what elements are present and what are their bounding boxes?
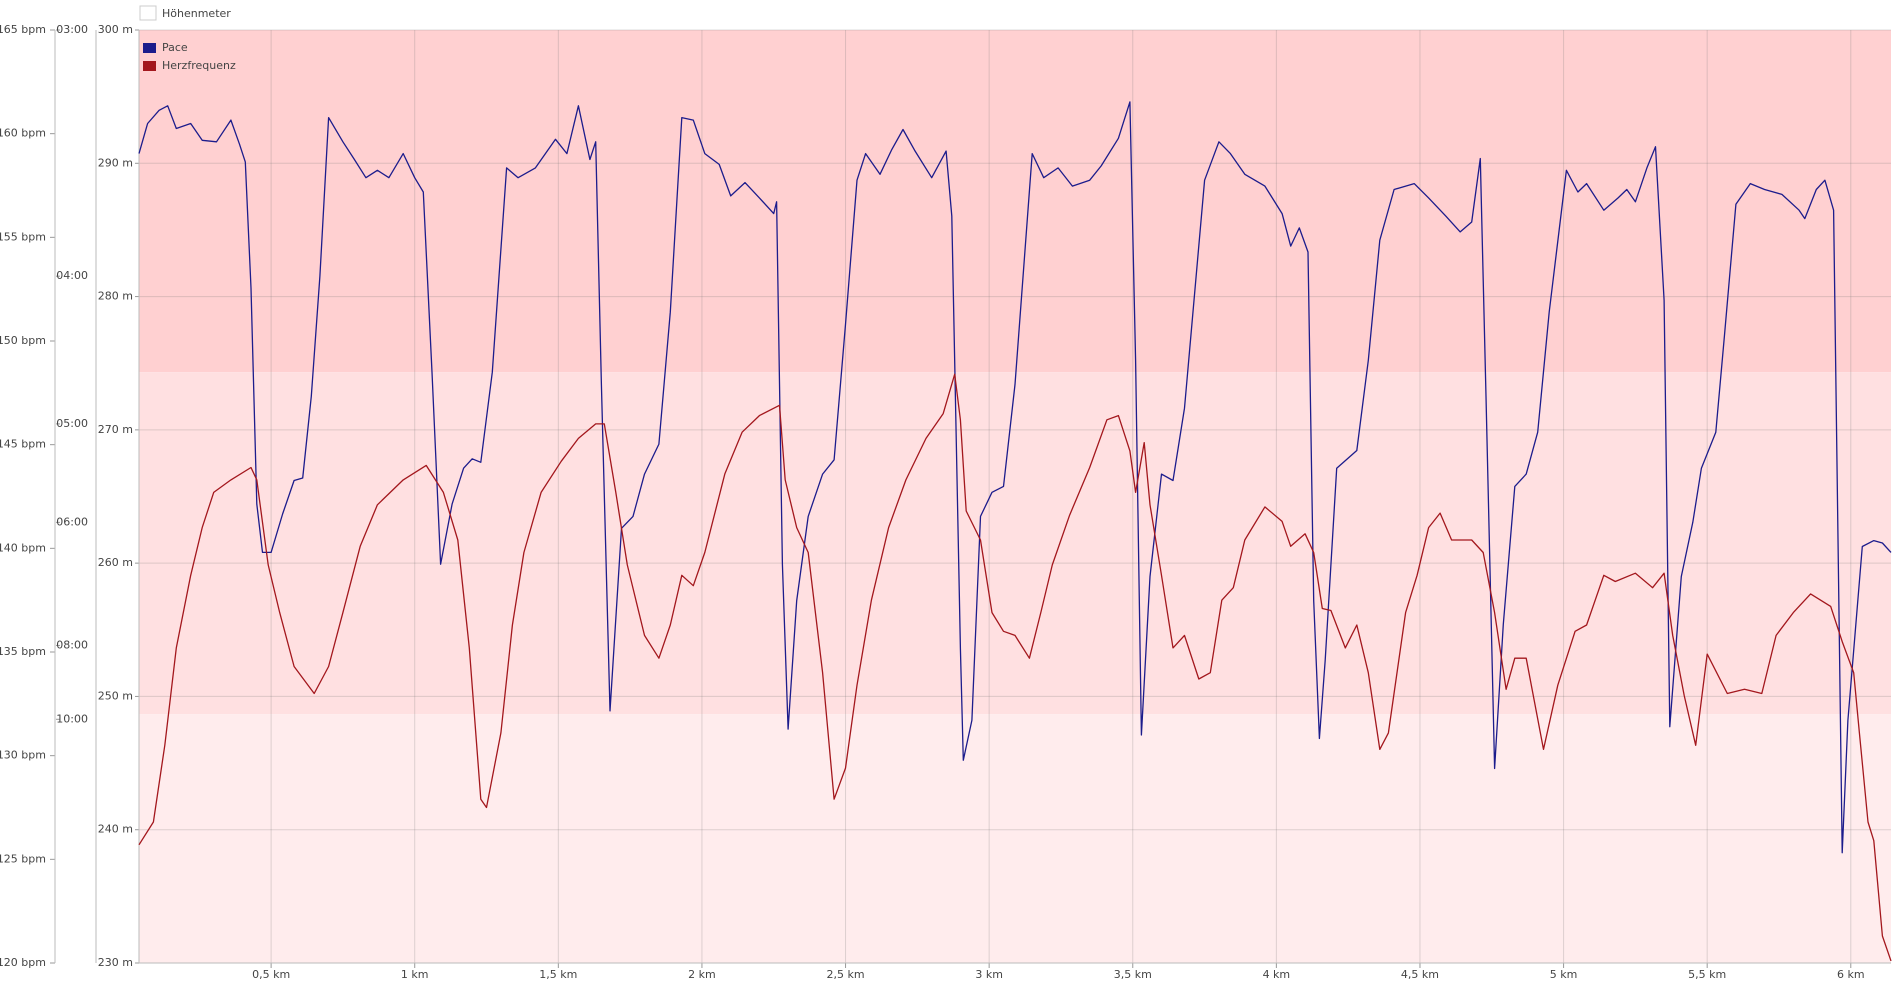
y-tick-label: 150 bpm: [0, 334, 46, 347]
y-tick-label: 155 bpm: [0, 230, 46, 243]
x-tick-label: 1,5 km: [539, 968, 577, 981]
series-line: [138, 101, 1892, 854]
y3-tick-label: 250 m: [98, 689, 133, 702]
zone: [139, 30, 1891, 373]
x-tick-label: 1 km: [401, 968, 429, 981]
y3-tick-label: 290 m: [98, 156, 133, 169]
x-tick-label: 0,5 km: [252, 968, 290, 981]
x-tick-label: 3,5 km: [1114, 968, 1152, 981]
legend-swatch[interactable]: [139, 5, 157, 21]
y2-tick-label: 08:00: [56, 638, 88, 651]
legend-swatch[interactable]: [143, 43, 156, 53]
y2-tick-label: 04:00: [56, 269, 88, 282]
zone: [139, 372, 1891, 715]
x-tick-label: 4,5 km: [1401, 968, 1439, 981]
y-tick-label: 120 bpm: [0, 956, 46, 969]
y3-tick-label: 300 m: [98, 23, 133, 36]
axes: 0,5 km 1 km 1,5 km 2 km 2,5 km 3 km 3,5 km 4 km…: [0, 23, 1891, 981]
y-tick-label: 145 bpm: [0, 438, 46, 451]
y3-tick-label: 280 m: [98, 290, 133, 303]
y-tick-label: 160 bpm: [0, 127, 46, 140]
x-tick-label: 6 km: [1837, 968, 1865, 981]
x-tick-label: 2,5 km: [827, 968, 865, 981]
y-tick-label: 165 bpm: [0, 23, 46, 36]
y3-tick-label: 260 m: [98, 556, 133, 569]
legend-label[interactable]: Höhenmeter: [162, 7, 231, 20]
y-tick-label: 135 bpm: [0, 645, 46, 658]
y2-tick-label: 03:00: [56, 23, 88, 36]
x-tick-label: 4 km: [1263, 968, 1291, 981]
y3-tick-label: 270 m: [98, 423, 133, 436]
y3-tick-label: 240 m: [98, 823, 133, 836]
legend-label[interactable]: Pace: [162, 41, 188, 54]
x-tick-label: 5,5 km: [1688, 968, 1726, 981]
y-tick-label: 125 bpm: [0, 852, 46, 865]
y-tick-label: 130 bpm: [0, 749, 46, 762]
plot-background: [139, 30, 1891, 963]
y-tick-label: 140 bpm: [0, 541, 46, 554]
x-tick-label: 2 km: [688, 968, 716, 981]
series-line: [138, 373, 1892, 962]
series-lines: [138, 101, 1892, 962]
y2-tick-label: 06:00: [56, 515, 88, 528]
y3-tick-label: 230 m: [98, 956, 133, 969]
x-tick-label: 5 km: [1550, 968, 1578, 981]
x-tick-label: 3 km: [975, 968, 1003, 981]
y2-tick-label: 10:00: [56, 712, 88, 725]
y2-tick-label: 05:00: [56, 417, 88, 430]
zone: [139, 714, 1891, 963]
legend-swatch[interactable]: [143, 61, 156, 71]
legend-label[interactable]: Herzfrequenz: [162, 59, 236, 72]
legend[interactable]: Höhenmeter Pace Herzfrequenz: [139, 5, 236, 72]
